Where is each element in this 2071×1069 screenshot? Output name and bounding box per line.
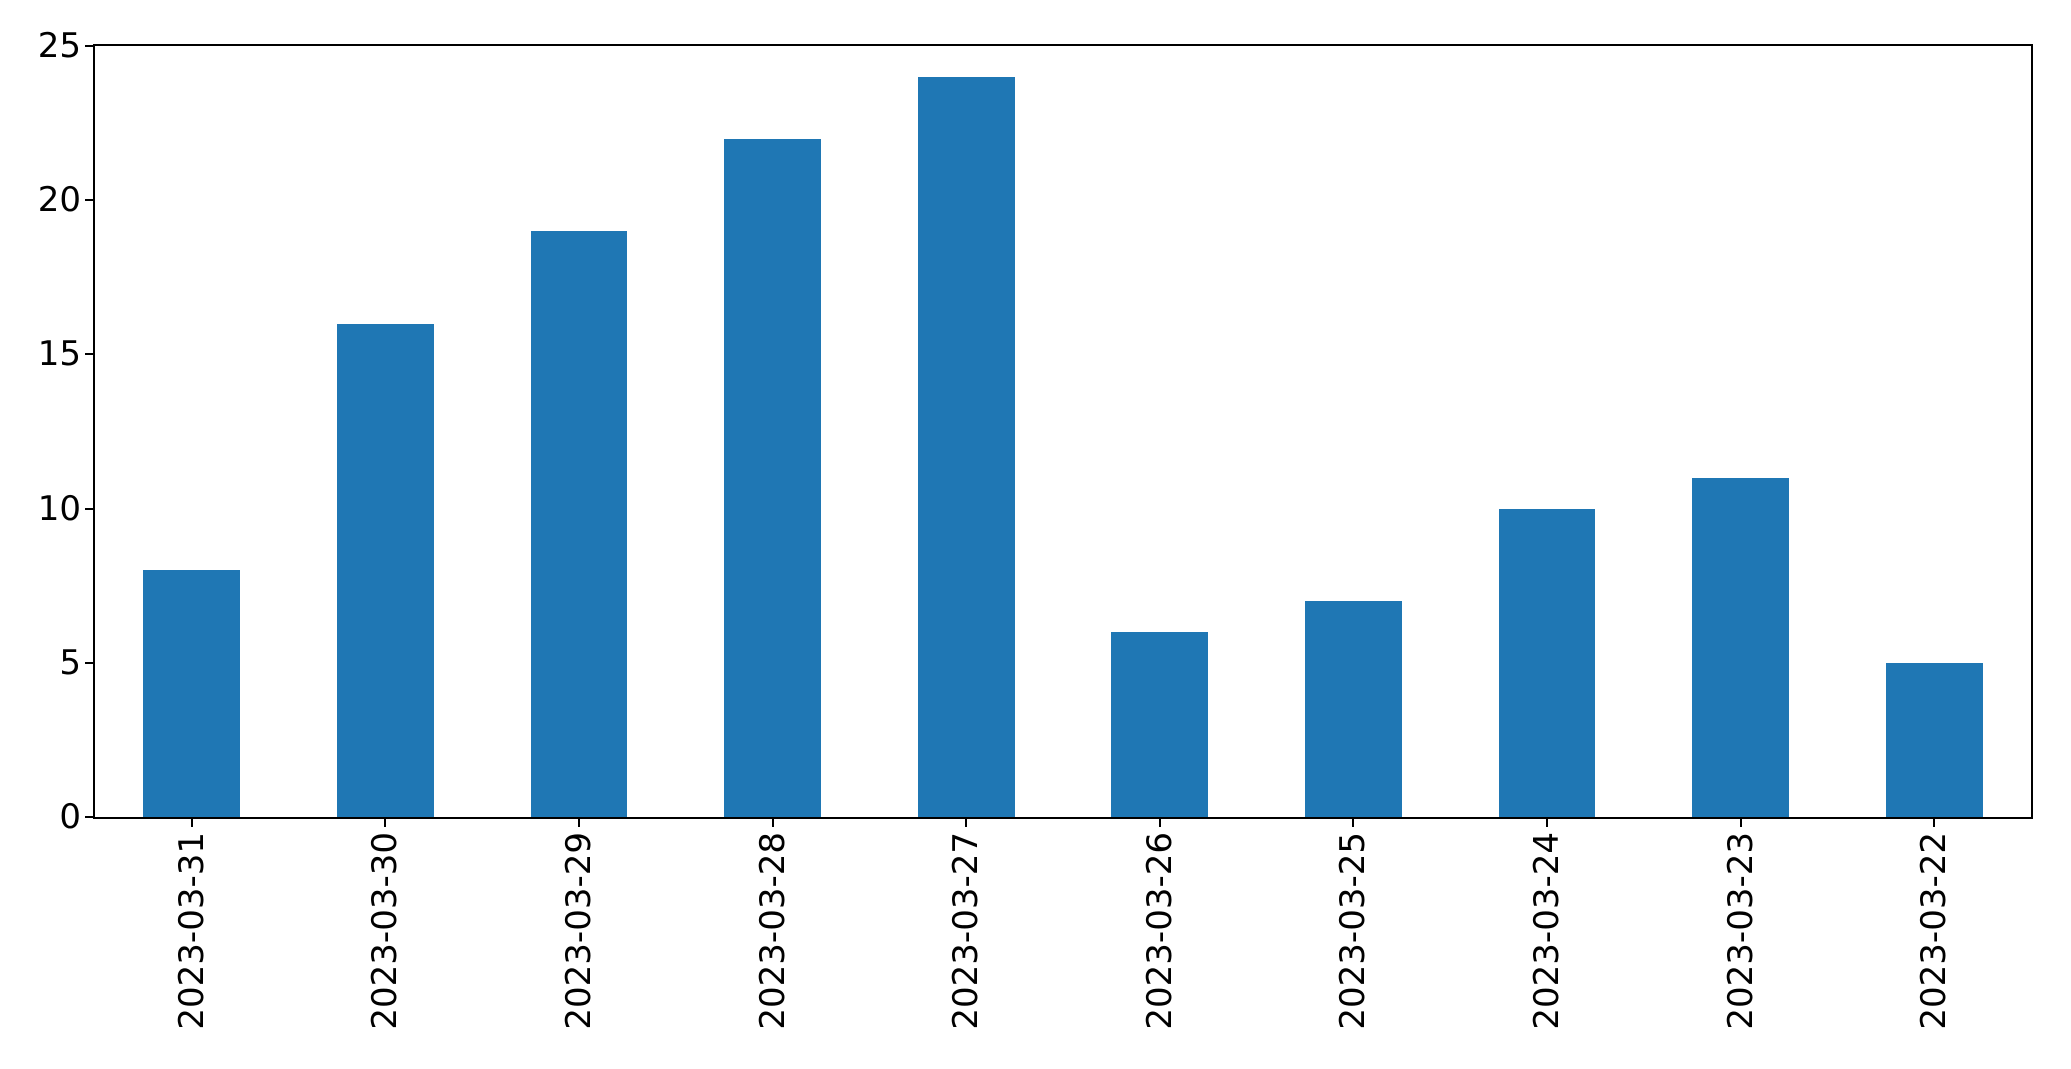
- x-tick-label-2023-03-27: 2023-03-27: [946, 832, 1146, 1030]
- x-tick-mark-2023-03-25: [1352, 819, 1355, 827]
- y-tick-mark-25: [85, 45, 95, 47]
- x-tick-label-2023-03-30: 2023-03-30: [365, 832, 565, 1030]
- bar-2023-03-22: [1885, 662, 1983, 817]
- bar-2023-03-23: [1692, 477, 1789, 817]
- x-tick-mark-2023-03-23: [1739, 819, 1742, 827]
- plot-area: [95, 46, 2031, 817]
- y-tick-mark-10: [85, 507, 95, 510]
- x-tick-label-text: 2023-03-31: [171, 832, 212, 1030]
- y-tick-mark-0: [85, 816, 95, 818]
- bar-2023-03-30: [337, 323, 434, 817]
- x-tick-label-2023-03-23: 2023-03-23: [1721, 832, 1921, 1030]
- x-tick-label-text: 2023-03-23: [1720, 832, 1761, 1030]
- x-tick-label-2023-03-31: 2023-03-31: [172, 832, 372, 1030]
- x-tick-label-text: 2023-03-29: [559, 832, 599, 1030]
- x-tick-mark-2023-03-31: [190, 819, 193, 827]
- y-tick-label-10: 10: [37, 488, 81, 529]
- x-tick-label-2023-03-26: 2023-03-26: [1140, 832, 1340, 1030]
- bar-2023-03-24: [1498, 508, 1596, 817]
- x-tick-label-text: 2023-03-27: [946, 832, 987, 1030]
- y-tick-label-15: 15: [37, 334, 81, 375]
- y-tick-mark-20: [85, 199, 95, 202]
- y-tick-label-25: 25: [37, 26, 81, 66]
- x-tick-label-2023-03-28: 2023-03-28: [753, 832, 953, 1030]
- x-tick-label-text: 2023-03-30: [365, 832, 406, 1030]
- y-tick-mark-15: [85, 353, 95, 356]
- x-tick-mark-2023-03-28: [771, 819, 774, 827]
- x-tick-label-2023-03-25: 2023-03-25: [1333, 832, 1533, 1030]
- x-tick-mark-2023-03-29: [578, 819, 580, 827]
- y-tick-label-0: 0: [59, 797, 81, 837]
- x-tick-label-text: 2023-03-24: [1527, 832, 1567, 1030]
- x-tick-mark-2023-03-30: [384, 819, 387, 827]
- bar-2023-03-31: [143, 570, 241, 817]
- bar-2023-03-25: [1305, 601, 1402, 817]
- x-tick-label-2023-03-24: 2023-03-24: [1527, 832, 1727, 1030]
- bar-2023-03-29: [530, 231, 628, 817]
- x-tick-mark-2023-03-26: [1158, 819, 1161, 827]
- bar-2023-03-27: [917, 76, 1015, 817]
- y-tick-label-5: 5: [59, 642, 81, 683]
- x-tick-label-2023-03-22: 2023-03-22: [1914, 832, 2071, 1030]
- y-tick-label-20: 20: [37, 180, 81, 221]
- x-tick-mark-2023-03-27: [965, 819, 968, 827]
- x-tick-label-text: 2023-03-25: [1333, 832, 1374, 1030]
- x-tick-label-2023-03-29: 2023-03-29: [559, 832, 759, 1030]
- x-tick-label-text: 2023-03-26: [1139, 832, 1180, 1030]
- bar-2023-03-28: [724, 138, 821, 817]
- x-tick-mark-2023-03-24: [1546, 819, 1548, 827]
- x-tick-mark-2023-03-22: [1933, 819, 1936, 827]
- bar-2023-03-26: [1111, 631, 1209, 817]
- x-tick-label-text: 2023-03-22: [1914, 832, 1955, 1030]
- y-tick-mark-5: [85, 661, 95, 664]
- x-tick-label-text: 2023-03-28: [752, 832, 793, 1030]
